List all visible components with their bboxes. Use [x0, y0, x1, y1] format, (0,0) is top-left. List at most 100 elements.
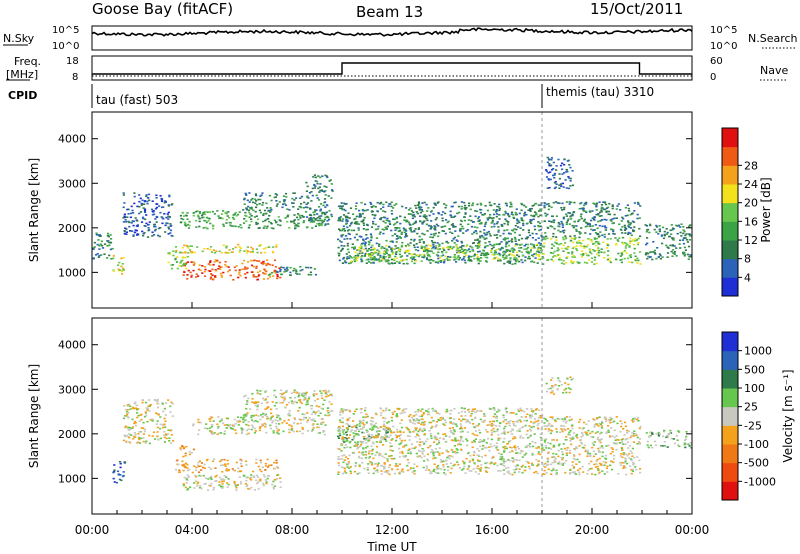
velocity-colorbar-segment-3: [722, 425, 738, 445]
power-ytick-label-2: 3000: [58, 177, 86, 190]
freq-panel-frame: [91, 55, 693, 81]
freq-trace: [92, 62, 692, 75]
cpid-panel: CPID tau (fast) 503 themis (tau) 3310: [8, 84, 654, 108]
velocity-colorbar-segment-8: [722, 332, 738, 352]
noise-left-tick-bottom: 10^0: [52, 41, 79, 52]
freq-label-bottom: [MHz]: [6, 68, 38, 81]
velocity-data-layer: [112, 376, 692, 491]
power-colorbar-segment-3: [722, 221, 738, 241]
velocity-colorbar-tick-label-3: 25: [744, 401, 758, 414]
velocity-ytick-label-2: 3000: [58, 383, 86, 396]
velocity-colorbar-tick-label-4: -25: [744, 419, 762, 432]
power-colorbar-segment-5: [722, 184, 738, 204]
power-region-6: [267, 266, 317, 276]
freq-panel: Freq. [MHz] 18 8 60 0 Nave: [6, 55, 788, 83]
cpid-mode-0-label: tau (fast) 503: [96, 93, 178, 107]
beam-title: Beam 13: [356, 3, 423, 21]
noise-panel-frame: [91, 25, 693, 51]
power-colorbar-segment-2: [722, 240, 738, 260]
power-data-layer: [92, 156, 692, 281]
velocity-y-axis: 1000 2000 3000 4000: [58, 339, 692, 485]
velocity-region-3: [179, 445, 196, 458]
power-colorbar: 4 8 12 16 20 24 28: [721, 127, 758, 297]
velocity-panel: 1000 2000 3000 4000 Slant Range [km]: [27, 317, 693, 515]
velocity-panel-frame: [91, 317, 693, 515]
velocity-region-0: [112, 461, 127, 484]
velocity-colorbar-tick-label-5: -100: [744, 438, 769, 451]
power-region-8: [242, 192, 306, 212]
power-region-3: [167, 250, 189, 270]
x-tick-label-6: 00:00: [675, 523, 710, 537]
velocity-colorbar-frame: [721, 331, 739, 501]
x-tick-label-1: 04:00: [175, 523, 210, 537]
cpid-label: CPID: [8, 89, 37, 102]
cpid-mode-1-label: themis (tau) 3310: [546, 85, 654, 99]
power-colorbar-tick-label-5: 24: [744, 178, 758, 191]
power-colorbar-tick-label-1: 8: [744, 253, 751, 266]
noise-left-tick-top: 10^5: [52, 25, 79, 36]
noise-right-label: N.Search: [748, 32, 798, 45]
x-tick-label-0: 00:00: [75, 523, 110, 537]
power-ytick-label-1: 2000: [58, 222, 86, 235]
power-colorbar-tick-label-2: 12: [744, 234, 758, 247]
velocity-colorbar-segment-6: [722, 369, 738, 389]
power-y-axis: 1000 2000 3000 4000: [58, 133, 692, 279]
power-region-10: [337, 201, 544, 265]
time-axis: 00:00 04:00 08:00 12:00 16:00 20:00 00:00: [75, 302, 710, 537]
velocity-colorbar-tick-label-7: -1000: [744, 475, 776, 488]
velocity-region-5: [192, 416, 327, 436]
power-colorbar-tick-label-3: 16: [744, 215, 758, 228]
velocity-region-9: [542, 416, 642, 476]
power-colorbar-label: Power [dB]: [759, 177, 773, 242]
velocity-colorbar-tick-label-6: -500: [744, 457, 769, 470]
power-region-1: [92, 232, 114, 260]
power-colorbar-segment-6: [722, 165, 738, 185]
freq-label-top: Freq.: [14, 55, 41, 68]
power-region-13: [543, 201, 642, 239]
velocity-colorbar-tick-label-0: 1000: [744, 345, 772, 358]
velocity-colorbar-tick-label-1: 500: [744, 363, 765, 376]
freq-tick-bottom: 8: [72, 72, 78, 83]
power-panel: 1000 2000 3000 4000 Slant Range [km]: [27, 111, 693, 309]
noise-right-tick-top: 10^5: [710, 25, 737, 36]
nave-tick-top: 60: [710, 56, 723, 67]
power-region-12: [542, 236, 642, 265]
velocity-region-11: [645, 429, 692, 449]
x-tick-label-4: 16:00: [475, 523, 510, 537]
velocity-ytick-label-3: 4000: [58, 339, 86, 352]
power-y-axis-label: Slant Range [km]: [27, 158, 41, 262]
power-region-0: [112, 255, 125, 275]
power-colorbar-frame: [721, 127, 739, 297]
velocity-region-10: [545, 376, 574, 395]
noise-trace: [91, 27, 693, 37]
velocity-colorbar-segment-4: [722, 406, 738, 426]
velocity-region-6: [242, 389, 334, 418]
power-colorbar-segment-7: [722, 146, 738, 166]
velocity-colorbar-segment-7: [722, 350, 738, 370]
power-colorbar-segment-1: [722, 258, 738, 278]
velocity-colorbar: 1000 500 100 25 -25 -100 -500 -1000: [721, 331, 776, 501]
power-colorbar-segment-0: [722, 277, 738, 297]
velocity-y-axis-label: Slant Range [km]: [27, 364, 41, 468]
velocity-colorbar-segment-2: [722, 444, 738, 464]
velocity-colorbar-segment-5: [722, 388, 738, 408]
power-region-11: [350, 243, 544, 263]
velocity-colorbar-tick-label-2: 100: [744, 382, 765, 395]
freq-tick-top: 18: [66, 56, 79, 67]
velocity-ytick-label-1: 2000: [58, 428, 86, 441]
power-region-4: [182, 259, 282, 281]
power-colorbar-tick-label-6: 28: [744, 159, 758, 172]
power-region-14: [545, 156, 575, 190]
x-axis-label: Time UT: [366, 540, 417, 554]
velocity-region-8: [337, 407, 544, 476]
date-title: 15/Oct/2011: [590, 0, 683, 18]
station-title: Goose Bay (fitACF): [92, 0, 233, 18]
power-colorbar-segment-8: [722, 128, 738, 148]
velocity-colorbar-segment-1: [722, 462, 738, 482]
velocity-colorbar-segment-0: [722, 481, 738, 501]
power-colorbar-tick-label-0: 4: [744, 271, 751, 284]
velocity-ytick-label-0: 1000: [58, 472, 86, 485]
power-colorbar-tick-label-4: 20: [744, 197, 758, 210]
x-tick-label-5: 20:00: [575, 523, 610, 537]
